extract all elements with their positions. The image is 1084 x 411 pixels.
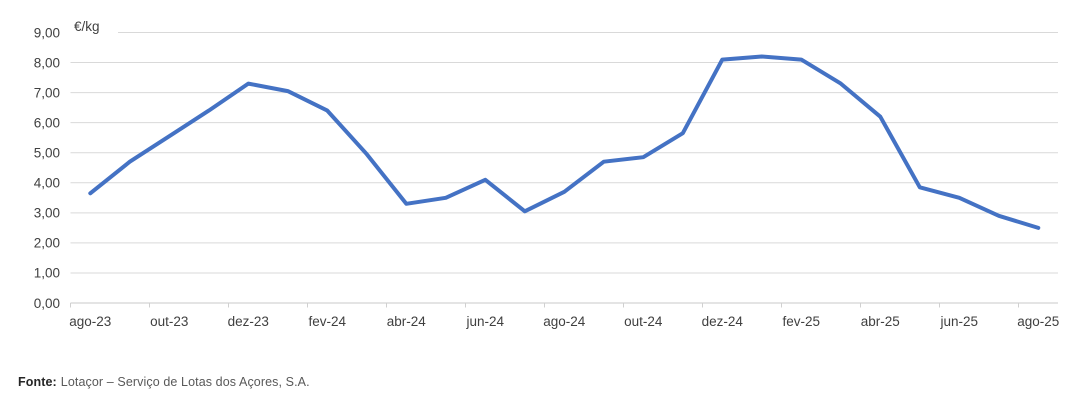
- y-axis-tick-label: 3,00: [34, 206, 60, 221]
- price-line-chart: 0,00 1,00 2,00 3,00 4,00 5,00 6,00 7,00 8,00 9,00…: [33, 15, 1060, 329]
- x-axis-tick-label: fev-25: [782, 314, 820, 329]
- y-axis-tick-label: 8,00: [34, 55, 60, 70]
- source-text: Lotaçor – Serviço de Lotas dos Açores, S…: [60, 375, 310, 389]
- y-axis-tick-label: 5,00: [34, 146, 60, 161]
- x-axis-tick-label: ago-23: [69, 314, 111, 329]
- y-axis-tick-label: 9,00: [34, 25, 60, 40]
- x-axis-tick-label: abr-25: [861, 314, 900, 329]
- y-axis-tick-label: 4,00: [34, 176, 60, 191]
- unit-label: €/kg: [74, 19, 100, 34]
- x-axis-tick-label: dez-23: [228, 314, 269, 329]
- x-axis-tick-label: abr-24: [387, 314, 427, 329]
- source-label: Fonte:: [18, 375, 57, 389]
- price-series-line: [88, 54, 1041, 230]
- y-axis-tick-label: 1,00: [34, 266, 60, 281]
- unit-label-bg: [66, 15, 118, 34]
- x-axis-tick-label: ago-24: [543, 314, 586, 329]
- y-axis-tick-label: 0,00: [34, 296, 60, 311]
- x-axis-tick-label: jun-24: [465, 314, 504, 329]
- y-axis-tick-label: 2,00: [34, 236, 60, 251]
- x-axis-tick-label: out-24: [624, 314, 663, 329]
- x-axis-tick-label: jun-25: [939, 314, 978, 329]
- y-axis-tick-label: 7,00: [34, 85, 60, 100]
- x-axis-tick-label: out-23: [150, 314, 188, 329]
- x-axis-tick-label: fev-24: [308, 314, 346, 329]
- x-axis-tick-label: ago-25: [1017, 314, 1059, 329]
- source-note: Fonte: Lotaçor – Serviço de Lotas dos Aço…: [18, 375, 310, 389]
- chart-container: 0,00 1,00 2,00 3,00 4,00 5,00 6,00 7,00 8,00 9,00…: [33, 15, 1060, 329]
- y-axis-tick-label: 6,00: [34, 115, 60, 130]
- x-axis-tick-label: dez-24: [702, 314, 744, 329]
